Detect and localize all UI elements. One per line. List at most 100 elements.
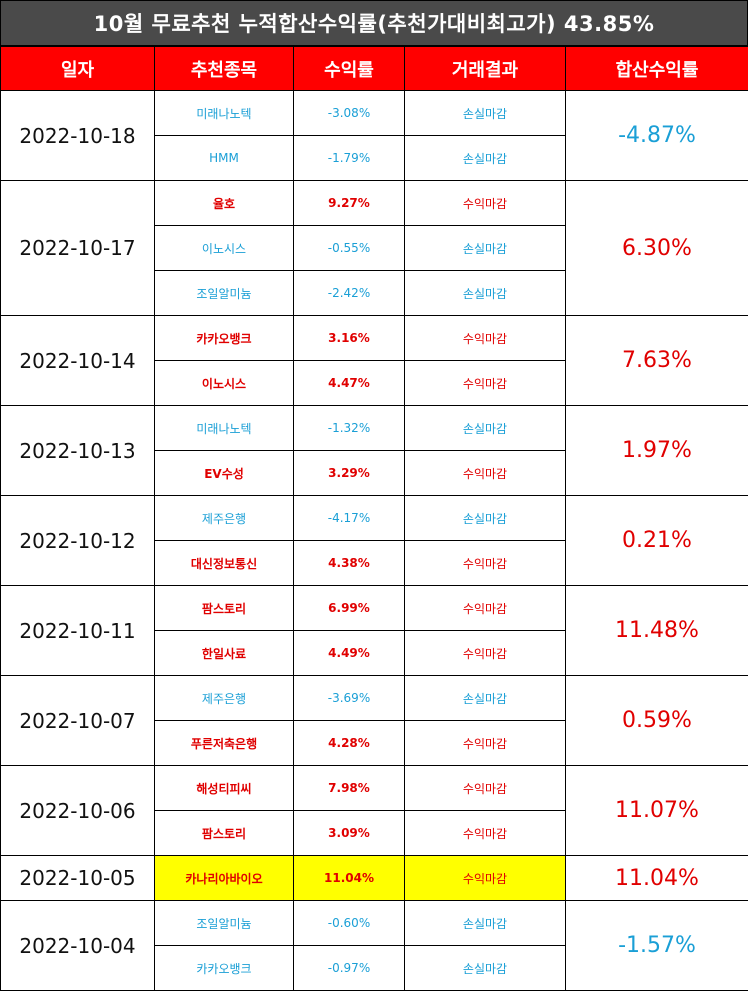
return-cell: -1.79% (293, 135, 405, 181)
stock-name-cell: 카나리아바이오 (154, 855, 294, 901)
result-cell: 수익마감 (404, 360, 566, 406)
date-cell: 2022-10-06 (0, 765, 155, 856)
return-cell: 6.99% (293, 585, 405, 631)
header-return: 수익률 (293, 46, 405, 91)
header-result: 거래결과 (404, 46, 566, 91)
result-cell: 수익마감 (404, 765, 566, 811)
return-cell: 3.09% (293, 810, 405, 856)
table-header-row: 일자 추천종목 수익률 거래결과 합산수익률 (0, 46, 748, 91)
date-cell: 2022-10-13 (0, 405, 155, 496)
table-row: 2022-10-17 율호 9.27% 수익마감 6.30% (0, 180, 748, 316)
table-row: 카카오뱅크 -0.97% 손실마감 (1, 945, 748, 991)
stock-name-cell: 율호 (154, 180, 294, 226)
stock-name-cell: 조일알미늄 (154, 900, 294, 946)
result-cell: 손실마감 (404, 90, 566, 136)
stock-name-cell: 미래나노텍 (154, 405, 294, 451)
date-cell: 2022-10-07 (0, 675, 155, 766)
table-row: 2022-10-04 조일알미늄 -0.60% 손실마감 -1.57% (0, 900, 748, 991)
page-title: 10월 무료추천 누적합산수익률(추천가대비최고가) 43.85% (0, 0, 748, 46)
result-cell: 수익마감 (404, 855, 566, 901)
total-return-cell: 11.48% (565, 585, 748, 676)
result-cell: 손실마감 (404, 225, 566, 271)
table-row: 이노시스 -0.55% 손실마감 (1, 225, 748, 271)
return-cell: 11.04% (293, 855, 405, 901)
table-row: 2022-10-18 미래나노텍 -3.08% 손실마감 -4.87% (0, 90, 748, 181)
stock-name-cell: 이노시스 (154, 360, 294, 406)
table-row: 2022-10-11 팜스토리 6.99% 수익마감 11.48% (0, 585, 748, 676)
table-row: 2022-10-14 카카오뱅크 3.16% 수익마감 7.63% (0, 315, 748, 406)
result-cell: 수익마감 (404, 540, 566, 586)
date-cell: 2022-10-04 (0, 900, 155, 991)
result-cell: 수익마감 (404, 180, 566, 226)
total-return-cell: 0.21% (565, 495, 748, 586)
header-stock: 추천종목 (154, 46, 294, 91)
return-cell: -2.42% (293, 270, 405, 316)
result-cell: 손실마감 (404, 135, 566, 181)
table-row: 팜스토리 3.09% 수익마감 (1, 810, 748, 856)
stock-name-cell: 해성티피씨 (154, 765, 294, 811)
stock-name-cell: 미래나노텍 (154, 90, 294, 136)
date-cell: 2022-10-12 (0, 495, 155, 586)
header-total-return: 합산수익률 (565, 46, 748, 91)
return-cell: 4.49% (293, 630, 405, 676)
result-cell: 수익마감 (404, 585, 566, 631)
table-row: HMM -1.79% 손실마감 (1, 135, 748, 181)
header-date: 일자 (0, 46, 155, 91)
table-row: 조일알미늄 -2.42% 손실마감 (1, 270, 748, 316)
total-return-cell: 11.07% (565, 765, 748, 856)
result-cell: 수익마감 (404, 450, 566, 496)
total-return-cell: -4.87% (565, 90, 748, 181)
result-cell: 손실마감 (404, 270, 566, 316)
result-cell: 수익마감 (404, 810, 566, 856)
return-cell: -3.69% (293, 675, 405, 721)
stock-name-cell: 팜스토리 (154, 585, 294, 631)
total-return-cell: 11.04% (565, 855, 748, 901)
stock-name-cell: 카카오뱅크 (154, 945, 294, 991)
return-cell: -0.55% (293, 225, 405, 271)
stock-name-cell: 대신정보통신 (154, 540, 294, 586)
table-row: 2022-10-06 해성티피씨 7.98% 수익마감 11.07% (0, 765, 748, 856)
result-cell: 수익마감 (404, 630, 566, 676)
total-return-cell: 1.97% (565, 405, 748, 496)
date-cell: 2022-10-05 (0, 855, 155, 901)
return-cell: 4.47% (293, 360, 405, 406)
return-cell: 7.98% (293, 765, 405, 811)
stock-name-cell: 제주은행 (154, 495, 294, 541)
result-cell: 손실마감 (404, 495, 566, 541)
table-row: 이노시스 4.47% 수익마감 (1, 360, 748, 406)
return-cell: -0.97% (293, 945, 405, 991)
stock-name-cell: 카카오뱅크 (154, 315, 294, 361)
result-cell: 손실마감 (404, 945, 566, 991)
date-cell: 2022-10-11 (0, 585, 155, 676)
table-row: 푸른저축은행 4.28% 수익마감 (1, 720, 748, 766)
stock-name-cell: 팜스토리 (154, 810, 294, 856)
date-cell: 2022-10-17 (0, 180, 155, 316)
table-body: 2022-10-18 미래나노텍 -3.08% 손실마감 -4.87% HMM -1.79%… (0, 90, 748, 991)
total-return-cell: 7.63% (565, 315, 748, 406)
return-cell: 9.27% (293, 180, 405, 226)
return-cell: -3.08% (293, 90, 405, 136)
table-row: 2022-10-07 제주은행 -3.69% 손실마감 0.59% (0, 675, 748, 766)
total-return-cell: -1.57% (565, 900, 748, 991)
stock-name-cell: EV수성 (154, 450, 294, 496)
stock-name-cell: 이노시스 (154, 225, 294, 271)
table-row: 2022-10-12 제주은행 -4.17% 손실마감 0.21% (0, 495, 748, 586)
stock-name-cell: 한일사료 (154, 630, 294, 676)
result-cell: 수익마감 (404, 315, 566, 361)
total-return-cell: 0.59% (565, 675, 748, 766)
return-cell: -4.17% (293, 495, 405, 541)
return-cell: 4.38% (293, 540, 405, 586)
table-row: 한일사료 4.49% 수익마감 (1, 630, 748, 676)
result-cell: 손실마감 (404, 405, 566, 451)
total-return-cell: 6.30% (565, 180, 748, 316)
stock-name-cell: HMM (154, 135, 294, 181)
return-cell: 3.29% (293, 450, 405, 496)
date-cell: 2022-10-18 (0, 90, 155, 181)
result-cell: 수익마감 (404, 720, 566, 766)
stock-name-cell: 푸른저축은행 (154, 720, 294, 766)
stock-name-cell: 제주은행 (154, 675, 294, 721)
table-row: 2022-10-13 미래나노텍 -1.32% 손실마감 1.97% (0, 405, 748, 496)
return-cell: 4.28% (293, 720, 405, 766)
table-row: EV수성 3.29% 수익마감 (1, 450, 748, 496)
date-cell: 2022-10-14 (0, 315, 155, 406)
